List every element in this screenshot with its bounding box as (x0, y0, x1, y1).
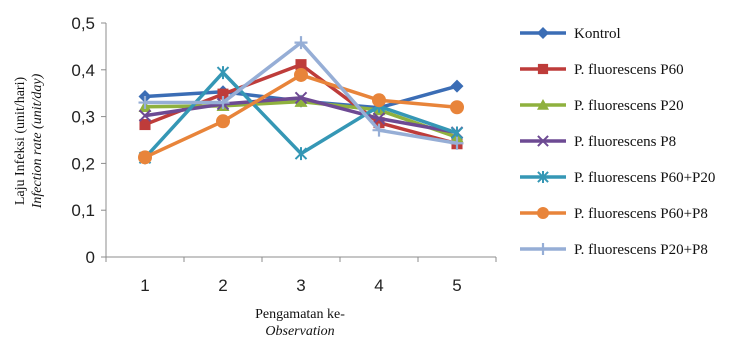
data-point (294, 95, 308, 107)
y-tick-label: 0,1 (71, 201, 95, 220)
y-ticks: 0 0,1 0,2 0,3 0,4 0,5 (71, 14, 106, 267)
x-tick-label: 3 (296, 276, 305, 295)
data-point (294, 91, 308, 105)
legend-marker (537, 27, 549, 39)
legend-marker (537, 207, 549, 219)
data-point (216, 96, 230, 110)
legend-label: P. fluorescens P60 (574, 62, 684, 78)
legend: Kontrol P. fluorescens P60 P. fluorescens … (520, 26, 715, 258)
legend-marker (537, 171, 549, 183)
data-point (372, 123, 386, 137)
data-point (450, 100, 464, 115)
legend-marker (537, 99, 549, 110)
data-point (372, 112, 386, 125)
legend-item: P. fluorescens P20+P8 (520, 242, 708, 258)
legend-item: Kontrol (520, 26, 621, 42)
data-point (216, 66, 230, 80)
series-6 (138, 67, 464, 165)
data-point (138, 150, 152, 165)
legend-label: P. fluorescens P60+P20 (574, 170, 715, 186)
legend-marker (537, 63, 549, 75)
legend-label: P. fluorescens P60+P8 (574, 206, 708, 222)
x-axis-title: Pengamatan ke- Observation (255, 307, 345, 339)
x-tick-label: 2 (218, 276, 227, 295)
legend-item: P. fluorescens P8 (520, 134, 676, 150)
legend-label: Kontrol (574, 26, 621, 42)
data-point (372, 93, 386, 108)
legend-item: P. fluorescens P60+P20 (520, 170, 715, 186)
legend-label: P. fluorescens P20 (574, 98, 684, 114)
data-point (139, 119, 151, 131)
data-point (295, 59, 307, 71)
y-axis-title: Laju Infeksi (unit/hari) Infection rate … (13, 73, 45, 209)
legend-marker (537, 243, 549, 255)
data-point (216, 114, 230, 129)
x-tick-label: 1 (140, 276, 149, 295)
series-7 (138, 36, 464, 150)
x-tick-label: 5 (452, 276, 461, 295)
data-point (294, 36, 308, 50)
y-tick-label: 0,2 (71, 154, 95, 173)
x-axis-title-italic: Observation (265, 324, 334, 339)
y-tick-label: 0,4 (71, 61, 95, 80)
legend-item: P. fluorescens P60+P8 (520, 206, 708, 222)
x-tick-label: 4 (374, 276, 383, 295)
data-point (450, 136, 464, 150)
series-line (143, 70, 458, 159)
legend-label: P. fluorescens P8 (574, 134, 676, 150)
data-point (373, 117, 385, 129)
y-tick-label: 0 (86, 248, 95, 267)
data-point (294, 147, 308, 161)
data-point (138, 96, 152, 110)
x-axis-title-main: Pengamatan ke- (255, 307, 345, 322)
data-point (217, 88, 229, 100)
legend-label: P. fluorescens P20+P8 (574, 242, 708, 258)
y-tick-label: 0,5 (71, 14, 95, 33)
y-axis-title-italic: Infection rate (unit/day) (30, 73, 45, 209)
series-group (138, 36, 464, 165)
x-ticks: 1 2 3 4 5 (105, 257, 497, 295)
data-point (450, 79, 464, 93)
legend-marker (537, 135, 549, 147)
data-point (294, 67, 308, 82)
y-tick-label: 0,3 (71, 108, 95, 127)
legend-item: P. fluorescens P60 (520, 62, 684, 78)
y-axis-title-main: Laju Infeksi (unit/hari) (13, 77, 28, 206)
legend-item: P. fluorescens P20 (520, 98, 684, 114)
data-point (138, 109, 152, 122)
